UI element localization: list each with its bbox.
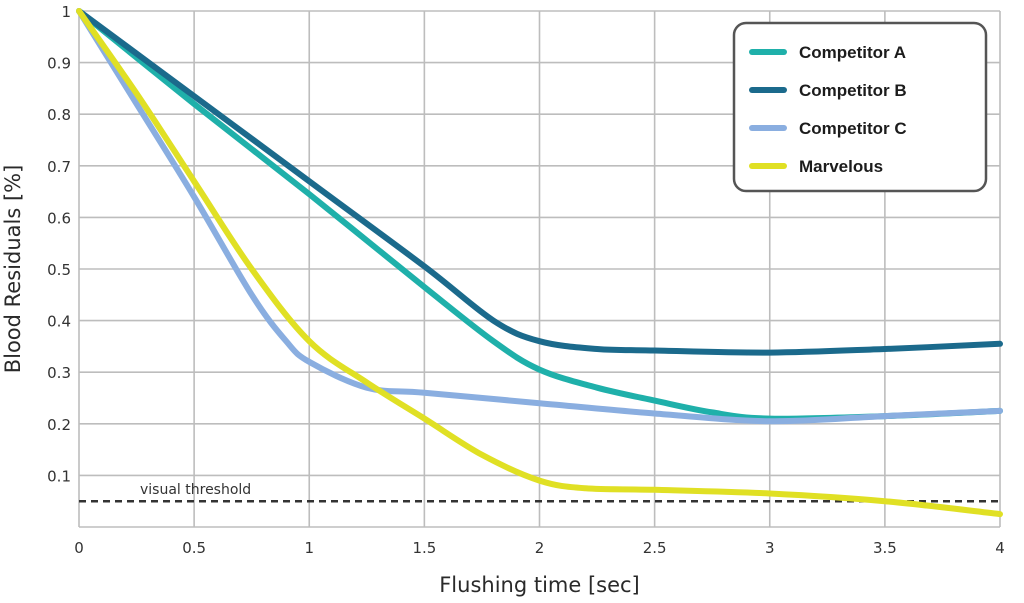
x-tick-label: 3: [765, 539, 775, 557]
y-tick-label: 1: [61, 3, 71, 21]
y-tick-label: 0.2: [47, 416, 71, 434]
legend-label: Competitor B: [799, 81, 907, 100]
y-tick-label: 0.6: [47, 209, 71, 227]
x-tick-label: 0: [74, 539, 84, 557]
series-group: [76, 8, 1003, 518]
legend: Competitor A Competitor B Competitor C Marv…: [732, 21, 988, 193]
y-tick-label: 0.1: [47, 467, 71, 485]
x-axis-ticks: 0 0.5 1 1.5 2 2.5 3 3.5 4: [74, 539, 1005, 557]
y-tick-label: 0.4: [47, 313, 71, 331]
y-tick-label: 0.5: [47, 261, 71, 279]
x-tick-label: 0.5: [182, 539, 206, 557]
legend-label: Competitor A: [799, 43, 906, 62]
y-axis-ticks: 0.1 0.2 0.3 0.4 0.5 0.6 0.7 0.8 0.9 1: [47, 3, 71, 485]
x-axis-label: Flushing time [sec]: [439, 573, 640, 597]
threshold-label: visual threshold: [140, 482, 251, 498]
x-tick-label: 2: [535, 539, 545, 557]
y-tick-label: 0.8: [47, 106, 71, 124]
y-tick-label: 0.3: [47, 364, 71, 382]
grid: [78, 10, 1001, 528]
x-tick-label: 4: [995, 539, 1005, 557]
series-line-competitor-b: [76, 8, 1003, 356]
x-tick-label: 3.5: [873, 539, 897, 557]
x-tick-label: 1.5: [412, 539, 436, 557]
x-tick-label: 2.5: [643, 539, 667, 557]
y-tick-label: 0.7: [47, 158, 71, 176]
threshold-group: visual threshold: [79, 482, 1000, 503]
legend-label: Competitor C: [799, 119, 907, 138]
series-line-marvelous: [76, 8, 1003, 518]
x-tick-label: 1: [304, 539, 314, 557]
y-tick-label: 0.9: [47, 55, 71, 73]
legend-label: Marvelous: [799, 157, 883, 176]
legend-box: [732, 21, 988, 193]
y-axis-label: Blood Residuals [%]: [1, 165, 25, 374]
